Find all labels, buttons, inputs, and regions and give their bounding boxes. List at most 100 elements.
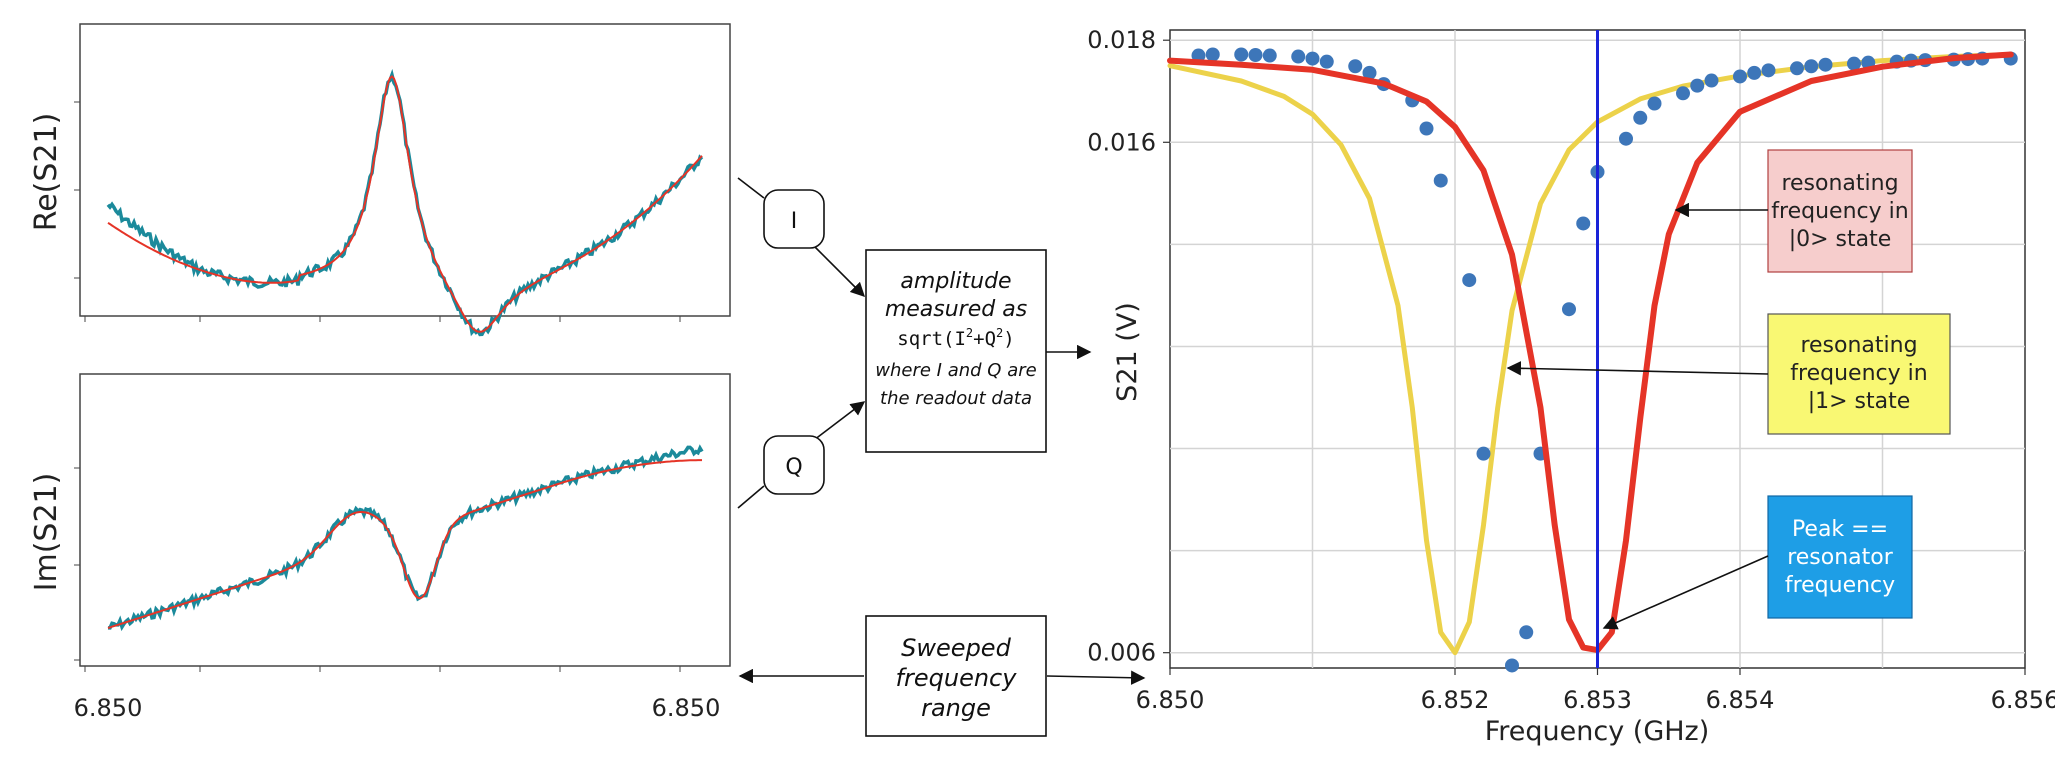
series-state-0-fit-line bbox=[1167, 51, 2014, 654]
formula-mid: +Q bbox=[973, 328, 996, 350]
annotation-peak: Peak == resonator frequency bbox=[1767, 495, 1913, 619]
formula-exponent-i: 2 bbox=[966, 326, 973, 340]
measured-data-point bbox=[1818, 57, 1833, 72]
chart-x-axis-label: Frequency (GHz) bbox=[1485, 716, 1710, 747]
chart-series bbox=[1167, 30, 2018, 673]
annotation-peak-line-3: frequency bbox=[1785, 573, 1895, 598]
re-s21-axis-label: Re(S21) bbox=[29, 113, 64, 232]
chart-ticks: 6.850 6.852 6.853 6.854 6.856 0.018 0.016 0.006 bbox=[1087, 26, 2055, 714]
annotation-state-0-line-3: |0> state bbox=[1789, 227, 1892, 252]
amplitude-box-frame bbox=[865, 249, 1047, 453]
measured-data-point bbox=[1790, 61, 1804, 76]
measured-data-point bbox=[1433, 173, 1448, 188]
annotation-state-1-box bbox=[1767, 313, 1951, 435]
measured-data-point bbox=[1633, 110, 1648, 125]
measured-data-point bbox=[1505, 658, 1519, 673]
im-s21-panel: Im(S21) 6.850 6.850 bbox=[29, 373, 731, 722]
annotation-state-1-line-2: frequency in bbox=[1790, 361, 1927, 386]
formula-prefix: sqrt(I bbox=[897, 328, 966, 350]
formula-suffix: ) bbox=[1003, 328, 1014, 350]
q-node-label: Q bbox=[785, 455, 802, 480]
amplitude-line-1: amplitude bbox=[900, 269, 1011, 294]
re-s21-fit-curve bbox=[107, 75, 703, 333]
im-s21-fit-curve bbox=[107, 459, 702, 629]
peak-pointer-arrow bbox=[1602, 555, 1769, 630]
measured-data-point bbox=[1562, 302, 1576, 317]
im-to-q-connector bbox=[737, 485, 765, 509]
x-tick-label: 6.854 bbox=[1706, 686, 1775, 714]
measured-data-point bbox=[1690, 78, 1705, 93]
measured-data-point bbox=[1519, 625, 1534, 640]
x-tick-label: 6.852 bbox=[1421, 686, 1490, 714]
measured-data-point bbox=[1676, 86, 1690, 101]
measured-data-point bbox=[1305, 51, 1320, 66]
i-node-label: I bbox=[791, 209, 798, 234]
y-tick-label: 0.016 bbox=[1087, 128, 1156, 156]
measured-data-point bbox=[1319, 54, 1334, 69]
measured-data-point bbox=[1476, 446, 1491, 461]
annotation-state-0: resonating frequency in |0> state bbox=[1767, 149, 1913, 273]
annotation-state-0-box bbox=[1767, 149, 1913, 273]
x-tick-label: 6.850 bbox=[1136, 686, 1205, 714]
im-s21-y-ticks bbox=[74, 467, 80, 661]
re-s21-y-ticks bbox=[74, 101, 80, 279]
re-s21-x-ticks bbox=[84, 316, 681, 322]
measured-data-point bbox=[1191, 48, 1206, 63]
annotation-state-1: resonating frequency in |1> state bbox=[1767, 313, 1951, 435]
measured-data-point bbox=[1291, 49, 1306, 64]
annotation-state-0-line-2: frequency in bbox=[1771, 199, 1908, 224]
q-node: Q bbox=[763, 435, 825, 495]
measured-data-point bbox=[1248, 48, 1263, 63]
annotation-peak-box bbox=[1767, 495, 1913, 619]
measured-data-point bbox=[1362, 65, 1377, 80]
re-to-i-connector bbox=[737, 177, 765, 199]
q-to-amplitude-arrow bbox=[813, 401, 866, 441]
state-1-pointer-arrow bbox=[1506, 361, 1769, 376]
flow-connectors bbox=[737, 177, 1146, 685]
annotation-state-0-line-1: resonating bbox=[1781, 171, 1898, 196]
measured-data-point bbox=[1205, 47, 1220, 62]
sweep-to-chart-arrow bbox=[1046, 670, 1146, 685]
amplitude-line-2: measured as bbox=[885, 297, 1027, 322]
amplitude-formula: sqrt(I2+Q2) bbox=[897, 326, 1014, 350]
left-x-tick-right: 6.850 bbox=[652, 694, 721, 722]
amplitude-line-5: the readout data bbox=[880, 388, 1032, 409]
measured-data-point bbox=[1348, 59, 1363, 74]
sweep-line-1: Sweeped bbox=[901, 634, 1011, 662]
measured-data-point bbox=[1804, 59, 1819, 74]
chart-y-axis-label: S21 (V) bbox=[1112, 302, 1143, 402]
im-s21-x-ticks bbox=[84, 666, 681, 672]
measured-data-point bbox=[1419, 121, 1434, 136]
re-s21-panel: Re(S21) bbox=[29, 23, 731, 337]
measured-data-point bbox=[1234, 47, 1249, 62]
i-to-amplitude-arrow bbox=[813, 245, 866, 298]
q-node-box bbox=[763, 435, 825, 495]
x-tick-label: 6.853 bbox=[1563, 686, 1632, 714]
sweep-line-3: range bbox=[921, 694, 991, 722]
measured-data-point bbox=[1619, 131, 1633, 146]
measured-data-point bbox=[1733, 69, 1747, 84]
measured-data-point bbox=[1761, 63, 1776, 78]
y-tick-label: 0.006 bbox=[1087, 639, 1156, 667]
re-s21-frame bbox=[79, 23, 731, 317]
amplitude-line-4: where I and Q are bbox=[875, 360, 1036, 381]
formula-exponent-q: 2 bbox=[996, 326, 1003, 340]
measured-data-point bbox=[1262, 48, 1277, 63]
sweep-box-frame bbox=[865, 615, 1047, 737]
annotation-state-1-line-3: |1> state bbox=[1808, 389, 1911, 414]
measured-data-point bbox=[1647, 96, 1662, 111]
annotation-arrows bbox=[1506, 202, 1769, 630]
measured-data-point bbox=[1747, 65, 1762, 80]
amplitude-box: amplitude measured as sqrt(I2+Q2) where … bbox=[865, 249, 1047, 453]
measured-data-point bbox=[1847, 56, 1861, 71]
sweep-line-2: frequency bbox=[896, 664, 1018, 692]
measured-data-point bbox=[1704, 73, 1719, 88]
left-x-tick-left: 6.850 bbox=[74, 694, 143, 722]
im-s21-frame bbox=[79, 373, 731, 667]
y-tick-label: 0.018 bbox=[1087, 26, 1156, 54]
annotation-state-1-line-1: resonating bbox=[1800, 333, 1917, 358]
measured-data-point bbox=[1462, 273, 1477, 288]
im-s21-axis-label: Im(S21) bbox=[29, 473, 64, 592]
sweep-box: Sweeped frequency range bbox=[865, 615, 1047, 737]
